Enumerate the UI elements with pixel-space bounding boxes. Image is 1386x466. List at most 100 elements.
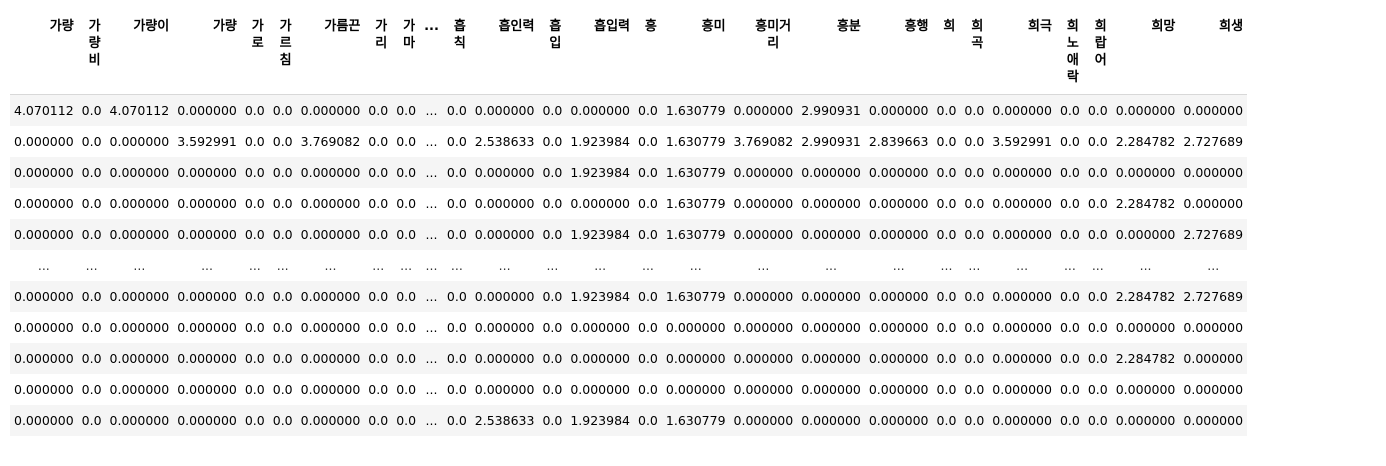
table-cell: 0.000000 — [296, 280, 365, 312]
table-cell: 0.000000 — [1111, 311, 1180, 343]
table-cell: 0.0 — [634, 156, 662, 188]
table-row: 0.000000 0.0 0.000000 0.000000 0.0 0.0 0.00000… — [10, 280, 1248, 312]
table-cell: 0.0 — [1055, 311, 1084, 343]
table-cell: 0.000000 — [988, 94, 1056, 126]
table-cell: 0.0 — [960, 94, 989, 126]
table-row: 0.000000 0.0 0.000000 0.000000 0.0 0.0 0.00000… — [10, 218, 1248, 250]
dataframe-header: 가량 가량비 가량이 가량 가로 가르침 가름끈 가리 가마 ... 흡칙 흡인… — [10, 6, 1248, 95]
table-cell: 0.0 — [240, 404, 269, 436]
table-cell: 0.0 — [240, 156, 269, 188]
table-cell: ... — [420, 404, 443, 436]
table-cell: 0.0 — [240, 311, 269, 343]
table-cell: 1.923984 — [566, 218, 634, 250]
table-cell: 0.000000 — [10, 373, 78, 405]
table-cell: ... — [538, 249, 567, 281]
table-cell: 0.0 — [1083, 404, 1112, 436]
table-cell: 0.0 — [268, 342, 297, 374]
table-row: 4.070112 0.0 4.070112 0.000000 0.0 0.0 0.00000… — [10, 94, 1248, 126]
table-row-ellipsis: ........................................… — [10, 249, 1248, 281]
table-row: 0.000000 0.0 0.000000 0.000000 0.0 0.0 0.00000… — [10, 404, 1248, 436]
table-cell: 0.000000 — [797, 218, 865, 250]
table-cell: 0.000000 — [797, 156, 865, 188]
table-cell: 0.000000 — [661, 311, 730, 343]
table-cell: 1.923984 — [566, 125, 634, 157]
table-cell: 1.630779 — [661, 280, 730, 312]
table-cell: ... — [932, 249, 961, 281]
table-cell: 0.000000 — [173, 373, 241, 405]
table-cell: 0.0 — [442, 342, 471, 374]
table-cell: ... — [420, 156, 443, 188]
table-cell: 0.0 — [77, 156, 106, 188]
table-cell: 0.000000 — [864, 404, 933, 436]
table-cell: 0.0 — [268, 218, 297, 250]
table-cell: 0.0 — [932, 125, 961, 157]
table-cell: 0.000000 — [105, 342, 174, 374]
column-header: 흡칙 — [442, 6, 471, 95]
table-cell: 0.0 — [634, 187, 662, 219]
table-cell: 0.000000 — [864, 187, 933, 219]
table-cell: 1.630779 — [661, 187, 730, 219]
table-cell: 0.000000 — [864, 94, 933, 126]
column-header: 흥미거리 — [729, 6, 798, 95]
column-header: 흥분 — [797, 6, 865, 95]
table-cell: 0.000000 — [797, 342, 865, 374]
table-cell: 0.000000 — [10, 342, 78, 374]
table-cell: 0.000000 — [296, 373, 365, 405]
table-cell: 0.0 — [1055, 373, 1084, 405]
table-cell: 0.000000 — [470, 373, 539, 405]
table-cell: 0.000000 — [1111, 373, 1180, 405]
table-cell: 1.630779 — [661, 218, 730, 250]
table-cell: 0.000000 — [296, 311, 365, 343]
column-header: 희생 — [1179, 6, 1248, 95]
table-cell: 0.000000 — [173, 218, 241, 250]
table-cell: 0.0 — [392, 404, 421, 436]
table-cell: 0.000000 — [566, 342, 634, 374]
table-cell: 1.630779 — [661, 156, 730, 188]
table-cell: 0.0 — [240, 373, 269, 405]
table-cell: ... — [864, 249, 933, 281]
table-cell: 0.000000 — [988, 404, 1056, 436]
table-cell: 0.0 — [1055, 280, 1084, 312]
table-cell: 0.0 — [77, 373, 106, 405]
table-cell: ... — [173, 249, 241, 281]
column-header: 흡인력 — [470, 6, 539, 95]
table-cell: 0.000000 — [470, 156, 539, 188]
table-cell: 0.0 — [392, 156, 421, 188]
table-cell: 0.0 — [364, 280, 393, 312]
column-header: 희노애락 — [1055, 6, 1084, 95]
table-cell: 0.0 — [538, 94, 567, 126]
table-cell: 0.0 — [538, 187, 567, 219]
table-cell: 2.839663 — [864, 125, 933, 157]
table-cell: 1.923984 — [566, 280, 634, 312]
table-cell: 0.000000 — [661, 373, 730, 405]
table-row: 0.000000 0.0 0.000000 0.000000 0.0 0.0 0.00000… — [10, 156, 1248, 188]
table-cell: 0.0 — [364, 187, 393, 219]
table-cell: 0.0 — [364, 373, 393, 405]
table-cell: 0.0 — [442, 218, 471, 250]
table-cell: 0.0 — [932, 373, 961, 405]
table-cell: 0.000000 — [988, 218, 1056, 250]
table-cell: 0.0 — [77, 187, 106, 219]
table-cell: ... — [420, 311, 443, 343]
table-cell: 0.0 — [268, 404, 297, 436]
table-cell: 2.284782 — [1111, 342, 1180, 374]
table-cell: 0.000000 — [729, 404, 798, 436]
column-header: 흡입력 — [566, 6, 634, 95]
table-cell: ... — [420, 280, 443, 312]
table-cell: 0.000000 — [566, 311, 634, 343]
table-cell: 0.0 — [77, 311, 106, 343]
table-cell: ... — [240, 249, 269, 281]
table-cell: 0.000000 — [10, 404, 78, 436]
table-cell: ... — [661, 249, 730, 281]
table-cell: 0.0 — [1083, 187, 1112, 219]
table-cell: 0.0 — [240, 218, 269, 250]
column-header: 흥미 — [661, 6, 730, 95]
table-cell: 0.0 — [634, 125, 662, 157]
table-cell: 0.000000 — [797, 187, 865, 219]
table-cell: 0.0 — [442, 311, 471, 343]
table-cell: 0.0 — [392, 280, 421, 312]
table-cell: 0.0 — [442, 280, 471, 312]
table-cell: 0.0 — [392, 342, 421, 374]
table-cell: 0.0 — [364, 311, 393, 343]
table-cell: 0.000000 — [1179, 342, 1248, 374]
